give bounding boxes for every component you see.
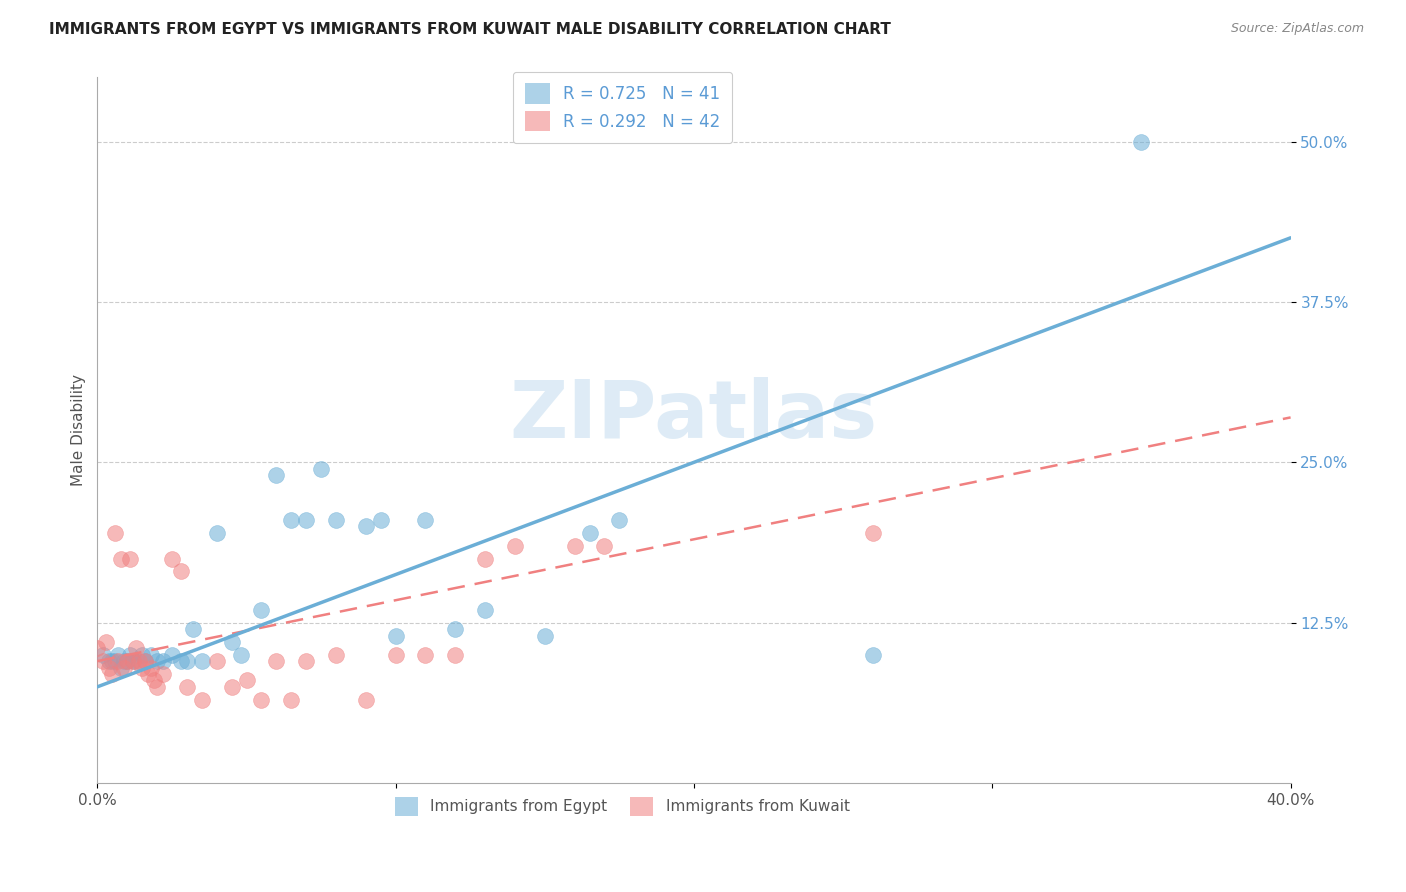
Point — [384, 648, 406, 662]
Point — [104, 525, 127, 540]
Point — [280, 513, 302, 527]
Point — [444, 648, 467, 662]
Point — [862, 648, 884, 662]
Point — [415, 648, 437, 662]
Point — [112, 654, 135, 668]
Point — [139, 660, 162, 674]
Point — [205, 525, 228, 540]
Point — [98, 660, 121, 674]
Point — [503, 539, 526, 553]
Point — [250, 692, 273, 706]
Point — [122, 654, 145, 668]
Point — [266, 654, 288, 668]
Point — [862, 525, 884, 540]
Point — [146, 680, 169, 694]
Point — [444, 622, 467, 636]
Point — [533, 628, 555, 642]
Point — [1130, 135, 1153, 149]
Point — [190, 692, 212, 706]
Point — [152, 667, 174, 681]
Point — [415, 513, 437, 527]
Point — [593, 539, 616, 553]
Point — [120, 648, 142, 662]
Point — [136, 667, 159, 681]
Point — [170, 565, 193, 579]
Point — [115, 654, 138, 668]
Point — [112, 660, 135, 674]
Point — [107, 654, 129, 668]
Point — [564, 539, 586, 553]
Point — [176, 680, 198, 694]
Point — [152, 654, 174, 668]
Point — [384, 628, 406, 642]
Point — [160, 648, 183, 662]
Point — [181, 622, 204, 636]
Point — [266, 468, 288, 483]
Point — [146, 654, 169, 668]
Point — [160, 551, 183, 566]
Point — [120, 551, 142, 566]
Point — [110, 660, 132, 674]
Point — [235, 673, 257, 688]
Point — [101, 654, 124, 668]
Legend: Immigrants from Egypt, Immigrants from Kuwait: Immigrants from Egypt, Immigrants from K… — [387, 788, 859, 825]
Point — [370, 513, 392, 527]
Point — [91, 648, 114, 662]
Point — [325, 648, 347, 662]
Point — [96, 635, 118, 649]
Point — [91, 654, 114, 668]
Point — [131, 648, 153, 662]
Point — [134, 654, 156, 668]
Point — [110, 551, 132, 566]
Point — [115, 654, 138, 668]
Point — [125, 654, 148, 668]
Point — [101, 667, 124, 681]
Point — [295, 654, 318, 668]
Point — [250, 603, 273, 617]
Point — [104, 654, 127, 668]
Y-axis label: Male Disability: Male Disability — [72, 375, 86, 486]
Point — [134, 654, 156, 668]
Point — [221, 680, 243, 694]
Point — [295, 513, 318, 527]
Point — [354, 692, 377, 706]
Point — [143, 673, 166, 688]
Point — [128, 654, 150, 668]
Point — [139, 648, 162, 662]
Text: IMMIGRANTS FROM EGYPT VS IMMIGRANTS FROM KUWAIT MALE DISABILITY CORRELATION CHAR: IMMIGRANTS FROM EGYPT VS IMMIGRANTS FROM… — [49, 22, 891, 37]
Point — [474, 603, 496, 617]
Point — [280, 692, 302, 706]
Point — [325, 513, 347, 527]
Text: ZIPatlas: ZIPatlas — [510, 377, 879, 455]
Point — [190, 654, 212, 668]
Point — [98, 654, 121, 668]
Point — [354, 519, 377, 533]
Point — [578, 525, 600, 540]
Point — [205, 654, 228, 668]
Point — [122, 654, 145, 668]
Point — [125, 641, 148, 656]
Point — [229, 648, 252, 662]
Point — [176, 654, 198, 668]
Point — [221, 635, 243, 649]
Point — [309, 461, 332, 475]
Point — [170, 654, 193, 668]
Text: Source: ZipAtlas.com: Source: ZipAtlas.com — [1230, 22, 1364, 36]
Point — [86, 641, 108, 656]
Point — [131, 660, 153, 674]
Point — [107, 648, 129, 662]
Point — [474, 551, 496, 566]
Point — [609, 513, 631, 527]
